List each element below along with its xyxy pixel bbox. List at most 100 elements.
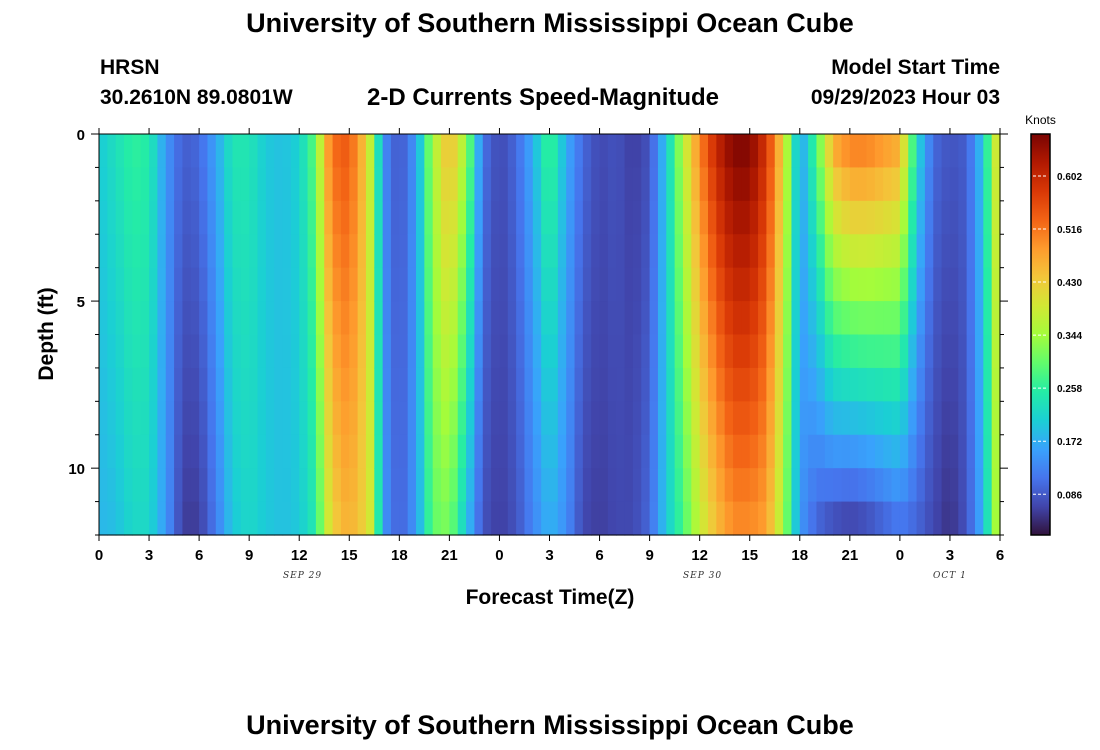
colorbar: Knots 0.602 0.516 0.430 0.344 0.258 0.172 0.086 — [1025, 113, 1082, 536]
heatmap-cell — [99, 200, 108, 235]
heatmap-cell — [516, 167, 526, 202]
heatmap-cell — [224, 167, 234, 202]
heatmap-cell — [491, 501, 501, 536]
heatmap-cell — [407, 301, 417, 336]
heatmap-cell — [899, 334, 909, 369]
heatmap-cell — [666, 401, 676, 436]
heatmap-cell — [524, 234, 534, 269]
heatmap-cell — [549, 367, 559, 402]
heatmap-cell — [491, 301, 501, 336]
heatmap-cell — [741, 434, 751, 469]
heatmap-cell — [349, 134, 359, 169]
heatmap-cell — [966, 367, 976, 402]
heatmap-cell — [874, 301, 884, 336]
heatmap-cell — [390, 167, 400, 202]
heatmap-cell — [357, 401, 367, 436]
heatmap-cell — [524, 301, 534, 336]
heatmap-cell — [858, 134, 868, 169]
heatmap-cell — [657, 468, 667, 503]
heatmap-cell — [949, 367, 959, 402]
heatmap-cell — [791, 301, 801, 336]
heatmap-cell — [365, 167, 375, 202]
heatmap-cell — [349, 434, 359, 469]
heatmap-cell — [132, 367, 142, 402]
heatmap-cell — [441, 301, 450, 336]
heatmap-cell — [849, 401, 859, 436]
heatmap-cell — [365, 301, 375, 336]
heatmap-cell — [974, 367, 984, 402]
station-name: HRSN — [100, 56, 160, 79]
heatmap-cell — [682, 167, 692, 202]
date-label-oct1: OCT 1 — [933, 571, 967, 581]
heatmap-cell — [190, 468, 200, 503]
heatmap-cell — [174, 434, 184, 469]
heatmap-cell — [432, 468, 442, 503]
heatmap-cell — [249, 434, 259, 469]
heatmap-cell — [983, 401, 993, 436]
heatmap-cell — [290, 301, 300, 336]
heatmap-cell — [441, 334, 450, 369]
heatmap-cell — [390, 334, 400, 369]
heatmap-cell — [874, 134, 884, 169]
heatmap-cell — [716, 434, 726, 469]
heatmap-cell — [307, 301, 317, 336]
heatmap-cell — [758, 234, 767, 269]
heatmap-cell — [841, 267, 851, 302]
heatmap-cell — [240, 468, 250, 503]
heatmap-cell — [290, 267, 300, 302]
heatmap-cell — [124, 134, 133, 169]
heatmap-cell — [274, 401, 284, 436]
heatmap-cell — [340, 468, 350, 503]
heatmap-cell — [182, 301, 192, 336]
heatmap-cell — [399, 200, 409, 235]
heatmap-cell — [357, 501, 367, 536]
heatmap-cell — [282, 367, 292, 402]
heatmap-cell — [774, 401, 784, 436]
heatmap-cell — [674, 301, 684, 336]
heatmap-cell — [624, 301, 634, 336]
heatmap-cell — [140, 434, 150, 469]
heatmap-cell — [616, 301, 626, 336]
heatmap-cell — [282, 234, 292, 269]
heatmap-cell — [591, 167, 601, 202]
heatmap-cell — [816, 134, 826, 169]
heatmap-cell — [566, 367, 576, 402]
heatmap-cell — [591, 401, 601, 436]
heatmap-cell — [933, 401, 943, 436]
heatmap-cell — [749, 267, 759, 302]
heatmap-cell — [382, 167, 392, 202]
heatmap-cell — [607, 134, 617, 169]
heatmap-cell — [416, 167, 425, 202]
heatmap-cell — [899, 434, 909, 469]
heatmap-cell — [199, 301, 209, 336]
heatmap-cell — [566, 134, 576, 169]
heatmap-cell — [966, 167, 976, 202]
heatmap-cell — [916, 134, 926, 169]
heatmap-cell — [774, 134, 784, 169]
heatmap-cell — [866, 501, 876, 536]
heatmap-cell — [574, 167, 584, 202]
heatmap-cell — [858, 167, 868, 202]
heatmap-cell — [140, 134, 150, 169]
heatmap-cell — [733, 301, 742, 336]
heatmap-cell — [265, 301, 275, 336]
heatmap-cell — [165, 434, 175, 469]
heatmap-cell — [307, 468, 317, 503]
heatmap-cell — [107, 468, 117, 503]
heatmap-cell — [424, 134, 434, 169]
heatmap-cell — [908, 434, 918, 469]
heatmap-cell — [416, 401, 425, 436]
x-tick-label: 21 — [441, 547, 458, 564]
heatmap-cell — [365, 401, 375, 436]
heatmap-cell — [224, 267, 234, 302]
heatmap-cell — [682, 267, 692, 302]
x-tick-label: 9 — [645, 547, 653, 564]
heatmap-cell — [115, 301, 125, 336]
heatmap-cell — [866, 434, 876, 469]
heatmap-cell — [124, 267, 133, 302]
heatmap-cell — [532, 501, 542, 536]
heatmap-cell — [766, 334, 776, 369]
heatmap-cell — [716, 367, 726, 402]
heatmap-cell — [416, 434, 425, 469]
heatmap-cell — [908, 334, 918, 369]
